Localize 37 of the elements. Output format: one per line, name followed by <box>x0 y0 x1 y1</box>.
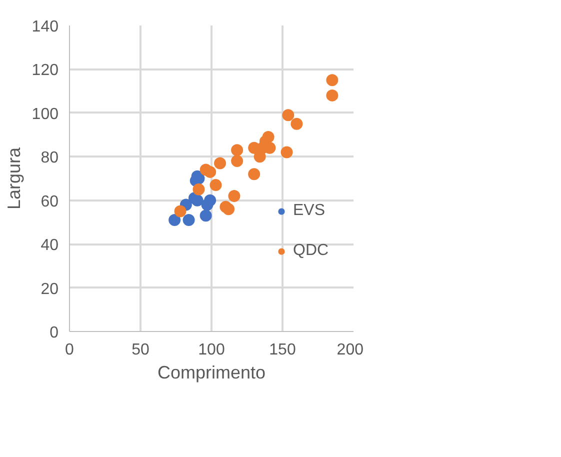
point <box>326 89 338 102</box>
point <box>262 130 274 143</box>
point <box>248 168 260 180</box>
y-tick-label: 60 <box>40 193 59 210</box>
y-tick-label: 40 <box>40 237 59 254</box>
point <box>290 118 303 130</box>
y-axis-title: Largura <box>4 146 24 210</box>
point <box>168 214 181 226</box>
legend-label: EVS <box>293 202 326 220</box>
y-tick-label: 120 <box>32 62 59 80</box>
point <box>326 74 338 86</box>
point <box>231 155 244 168</box>
point <box>204 194 216 206</box>
point <box>204 166 216 178</box>
y-tick-label: 100 <box>32 106 59 123</box>
x-tick-label: 0 <box>65 342 74 358</box>
point <box>280 146 293 158</box>
point <box>210 179 222 192</box>
x-axis-title: Comprimento <box>157 362 266 382</box>
point <box>214 157 226 170</box>
point <box>192 183 205 196</box>
y-tick-label: 140 <box>32 18 59 36</box>
x-tick-label: 50 <box>132 342 150 358</box>
point <box>182 214 195 226</box>
y-tick-label: 80 <box>40 150 59 167</box>
legend-label: QDC <box>293 242 329 260</box>
point <box>231 144 244 156</box>
point <box>222 203 235 216</box>
x-tick-label: 150 <box>269 342 296 358</box>
point <box>200 210 212 222</box>
y-tick-label: 0 <box>50 324 59 342</box>
x-tick-label: 100 <box>198 342 225 358</box>
point <box>174 205 186 218</box>
y-tick-label: 20 <box>40 280 59 298</box>
point <box>228 190 240 202</box>
point <box>282 109 294 122</box>
x-tick-label: 200 <box>336 342 364 358</box>
